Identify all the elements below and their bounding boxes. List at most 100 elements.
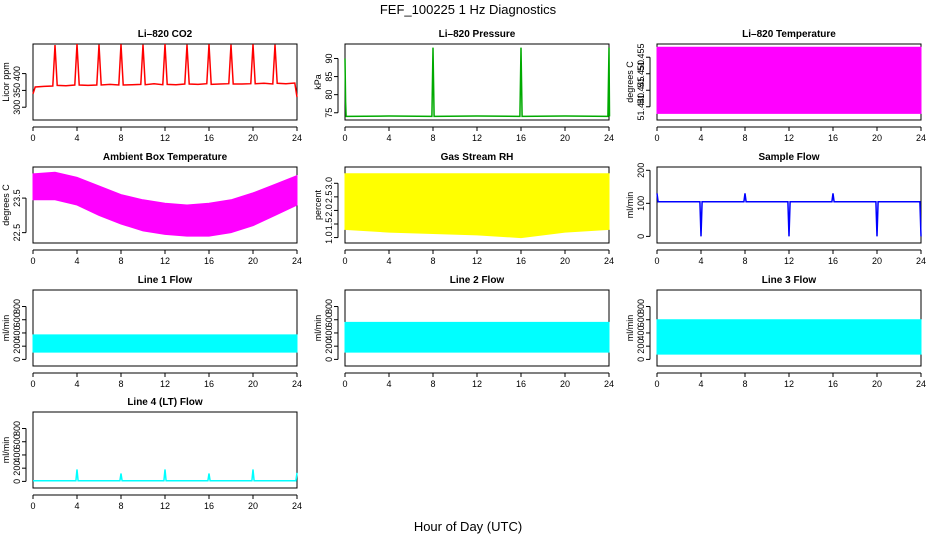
x-tick-label: 20 xyxy=(872,256,882,266)
y-tick-label: 51.445 xyxy=(636,76,646,104)
panel-title: Line 2 Flow xyxy=(450,275,505,286)
panel-title: Li–820 Temperature xyxy=(742,29,836,40)
x-tick-label: 24 xyxy=(604,133,614,143)
panel-6: Line 1 Flow ml/min 0 4 8 12 16 20 24 0 20040060080… xyxy=(1,275,302,389)
y-tick-label: 75 xyxy=(324,108,334,118)
x-tick-label: 0 xyxy=(30,379,35,389)
plot-frame xyxy=(656,166,922,244)
y-tick-label: 200 xyxy=(636,163,646,178)
x-tick-label: 16 xyxy=(204,133,214,143)
y-axis-label: ml/min xyxy=(1,437,11,464)
y-tick-label: 300 xyxy=(12,100,22,115)
panel-3: Ambient Box Temperature degrees C 0 4 8 12 16 2… xyxy=(1,152,302,266)
panel-title: Ambient Box Temperature xyxy=(103,152,228,163)
series-band xyxy=(344,173,610,239)
x-tick-label: 8 xyxy=(742,256,747,266)
x-tick-label: 20 xyxy=(248,256,258,266)
x-tick-label: 8 xyxy=(742,133,747,143)
x-tick-label: 24 xyxy=(604,379,614,389)
y-axis-label: ml/min xyxy=(625,315,635,342)
series-line xyxy=(656,193,922,237)
x-tick-label: 4 xyxy=(698,133,703,143)
plot-frame xyxy=(32,411,298,489)
panel-title: Line 3 Flow xyxy=(762,275,817,286)
y-tick-label: 800 xyxy=(324,299,334,314)
panel-9: Line 4 (LT) Flow ml/min 0 4 8 12 16 20 24 0 200400… xyxy=(1,397,302,511)
y-tick-label: 51.455 xyxy=(636,43,646,71)
y-tick-label: 200 xyxy=(324,339,334,354)
y-tick-label: 1.0 xyxy=(324,231,334,244)
figure-title: FEF_100225 1 Hz Diagnostics xyxy=(380,2,557,17)
x-tick-label: 4 xyxy=(74,501,79,511)
y-axis-label: degrees C xyxy=(1,184,11,226)
y-tick-label: 0 xyxy=(324,357,334,362)
y-tick-label: 200 xyxy=(12,339,22,354)
x-tick-label: 4 xyxy=(74,133,79,143)
x-tick-label: 0 xyxy=(342,379,347,389)
y-tick-label: 600 xyxy=(12,312,22,327)
x-tick-label: 8 xyxy=(742,379,747,389)
x-tick-label: 0 xyxy=(654,256,659,266)
y-axis-label: ml/min xyxy=(313,315,323,342)
y-axis-label: ml/min xyxy=(1,315,11,342)
x-tick-label: 20 xyxy=(560,133,570,143)
x-tick-label: 4 xyxy=(74,379,79,389)
x-tick-label: 4 xyxy=(698,379,703,389)
x-tick-label: 12 xyxy=(784,256,794,266)
x-tick-label: 12 xyxy=(784,379,794,389)
panel-title: Gas Stream RH xyxy=(441,152,514,163)
x-tick-label: 0 xyxy=(30,256,35,266)
x-tick-label: 16 xyxy=(828,133,838,143)
y-tick-label: 2.5 xyxy=(324,191,334,204)
y-tick-label: 200 xyxy=(12,461,22,476)
x-tick-label: 4 xyxy=(698,256,703,266)
x-tick-label: 20 xyxy=(560,256,570,266)
y-tick-label: 2.0 xyxy=(324,204,334,217)
y-tick-label: 100 xyxy=(636,196,646,211)
x-tick-label: 24 xyxy=(916,133,926,143)
x-tick-label: 8 xyxy=(118,133,123,143)
panel-title: Li–820 Pressure xyxy=(439,29,516,40)
x-tick-label: 16 xyxy=(516,379,526,389)
x-tick-label: 24 xyxy=(292,256,302,266)
y-tick-label: 400 xyxy=(12,447,22,462)
x-tick-label: 16 xyxy=(828,379,838,389)
plot-frame xyxy=(344,43,610,121)
x-tick-label: 0 xyxy=(342,133,347,143)
panel-title: Sample Flow xyxy=(758,152,819,163)
x-tick-label: 20 xyxy=(872,133,882,143)
x-tick-label: 24 xyxy=(292,379,302,389)
y-tick-label: 400 xyxy=(636,325,646,340)
x-tick-label: 12 xyxy=(160,501,170,511)
x-tick-label: 24 xyxy=(604,256,614,266)
x-tick-label: 20 xyxy=(560,379,570,389)
y-tick-label: 400 xyxy=(324,325,334,340)
y-tick-label: 800 xyxy=(636,299,646,314)
y-tick-label: 350 xyxy=(12,83,22,98)
x-tick-label: 12 xyxy=(160,379,170,389)
series-band xyxy=(344,321,610,353)
panel-0: Li–820 CO2 Licor ppm 0 4 8 12 16 20 24 300 350 400 xyxy=(1,29,302,143)
y-tick-label: 400 xyxy=(12,66,22,81)
x-tick-label: 12 xyxy=(472,379,482,389)
series-line xyxy=(344,47,611,118)
x-tick-label: 8 xyxy=(430,379,435,389)
y-tick-label: 0 xyxy=(636,234,646,239)
figure-x-axis-label: Hour of Day (UTC) xyxy=(414,519,522,534)
panel-title: Line 4 (LT) Flow xyxy=(127,397,203,408)
x-tick-label: 16 xyxy=(516,133,526,143)
x-tick-label: 8 xyxy=(118,501,123,511)
y-tick-label: 0 xyxy=(12,357,22,362)
panel-title: Li–820 CO2 xyxy=(138,29,193,40)
x-tick-label: 0 xyxy=(654,379,659,389)
x-tick-label: 24 xyxy=(916,256,926,266)
panel-7: Line 2 Flow ml/min 0 4 8 12 16 20 24 0 20040060080… xyxy=(313,275,614,389)
x-tick-label: 8 xyxy=(430,256,435,266)
y-tick-label: 22.5 xyxy=(12,224,22,242)
x-tick-label: 24 xyxy=(292,133,302,143)
y-axis-label: kPa xyxy=(313,74,323,90)
x-tick-label: 24 xyxy=(916,379,926,389)
series-line xyxy=(33,469,298,482)
